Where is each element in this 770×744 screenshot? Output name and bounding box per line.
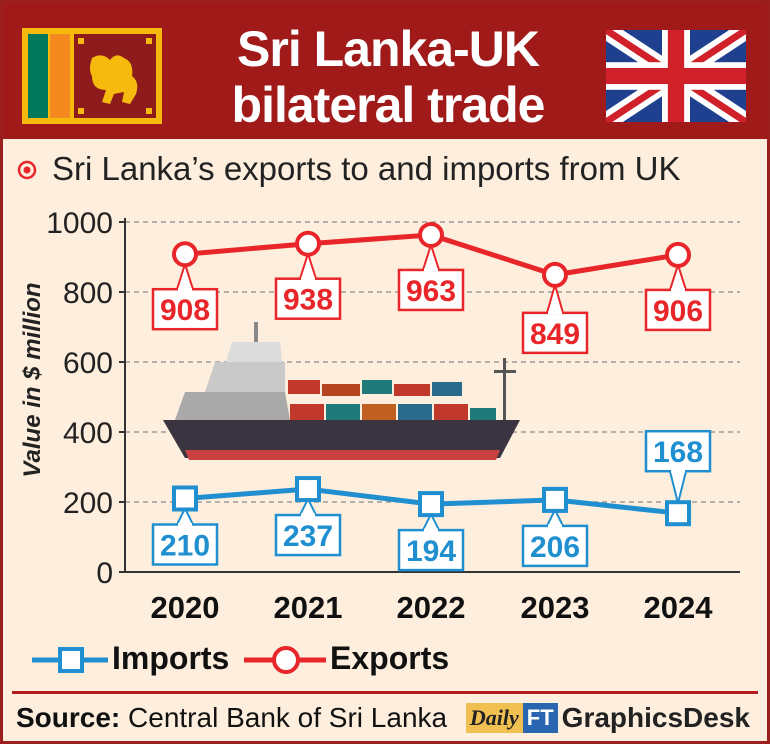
- x-tick-label: 2020: [151, 590, 220, 625]
- exports-point: [418, 221, 444, 248]
- callout-pointer: [298, 250, 318, 280]
- imports-point: [665, 500, 691, 527]
- y-axis-label: Value in $ million: [19, 282, 46, 477]
- title-line-1: Sri Lanka-UK: [237, 21, 540, 77]
- y-tick-label: 0: [96, 557, 113, 590]
- data-label: 849: [530, 318, 580, 351]
- series-exports: 908 938 963 849 906: [151, 221, 712, 355]
- brand-ft: FT: [522, 703, 558, 733]
- footer-divider: [12, 691, 758, 694]
- chart-axes: [124, 218, 740, 573]
- imports-point: [172, 485, 198, 512]
- data-label: 210: [160, 530, 210, 563]
- source-label: Source:: [16, 702, 121, 733]
- bullet-target-icon: [17, 160, 37, 180]
- value-callout-box: [644, 288, 712, 332]
- legend-exports-marker: [244, 646, 326, 674]
- brand-daily: Daily: [465, 703, 523, 733]
- graphics-desk-logo: Daily FT GraphicsDesk: [465, 700, 750, 736]
- chart-legend: Imports Exports: [20, 640, 760, 680]
- data-label: 938: [283, 284, 333, 317]
- callout-pointer: [545, 281, 565, 314]
- data-label: 168: [653, 436, 703, 469]
- sri-lanka-flag-icon: [22, 28, 162, 124]
- x-tick-label: 2023: [521, 590, 590, 625]
- y-tick-label: 600: [63, 347, 113, 380]
- x-tick-labels: 2020 2021 2022 2023 2024: [151, 590, 714, 625]
- chart-subtitle: Sri Lanka’s exports to and imports from …: [52, 150, 681, 187]
- value-callout-box: [151, 523, 219, 566]
- x-tick-label: 2021: [274, 590, 343, 625]
- legend-exports-label: Exports: [330, 640, 450, 676]
- exports-point: [295, 230, 321, 257]
- header-banner: Sri Lanka-UK bilateral trade: [3, 3, 767, 139]
- data-label: 906: [653, 295, 703, 328]
- data-label: 963: [406, 275, 456, 308]
- imports-point: [418, 491, 444, 518]
- callout-pointer: [421, 241, 441, 271]
- x-tick-label: 2024: [644, 590, 714, 625]
- data-label: 206: [530, 531, 580, 564]
- data-label: 908: [160, 294, 210, 327]
- source-text: Central Bank of Sri Lanka: [128, 702, 448, 733]
- source-note: Source: Central Bank of Sri Lanka: [16, 702, 447, 734]
- callout-pointer: [668, 261, 688, 291]
- trade-line-chart: 908 938 963 849 906 210 237 194 206 168 2020 2021…: [19, 207, 740, 625]
- series-imports: 210 237 194 206 168: [151, 429, 712, 572]
- exports-point: [542, 261, 568, 288]
- callout-pointer: [668, 470, 688, 504]
- cargo-ship-illustration: [163, 322, 520, 460]
- brand-graphicsdesk: GraphicsDesk: [561, 702, 750, 733]
- uk-flag-icon: [606, 30, 746, 122]
- value-callout-box: [521, 311, 589, 355]
- data-label: 194: [406, 535, 456, 568]
- legend-imports-label: Imports: [112, 640, 230, 676]
- value-callout-box: [274, 513, 342, 557]
- x-tick-label: 2022: [397, 590, 466, 625]
- exports-point: [665, 241, 691, 268]
- value-callout-box: [397, 268, 465, 312]
- title-line-2: bilateral trade: [231, 77, 546, 133]
- y-tick-label: 400: [63, 417, 113, 450]
- y-tick-labels: 0 200 400 600 800 1000: [46, 207, 125, 590]
- imports-point: [542, 486, 568, 513]
- y-tick-label: 200: [63, 487, 113, 520]
- data-label: 237: [283, 520, 333, 553]
- imports-point: [295, 476, 321, 503]
- exports-point: [172, 241, 198, 268]
- callout-pointer: [175, 260, 195, 291]
- y-tick-label: 800: [63, 277, 113, 310]
- legend-imports-marker: [32, 647, 108, 673]
- y-tick-label: 1000: [46, 207, 113, 240]
